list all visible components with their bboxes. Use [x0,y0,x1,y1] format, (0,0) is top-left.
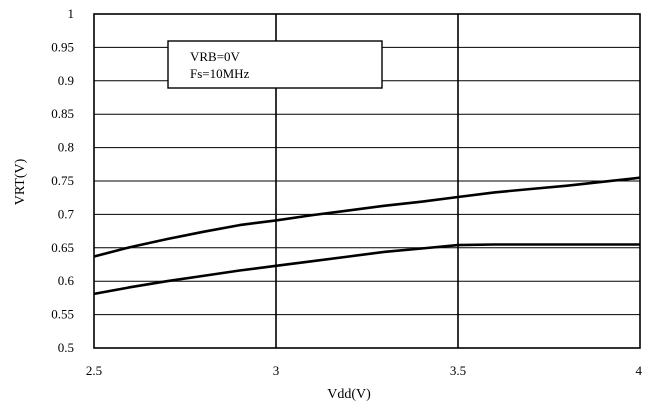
annotation-line-2: Fs=10MHz [190,66,250,81]
y-tick-label: 0.7 [58,206,75,221]
y-tick-labels: 0.5 0.55 0.6 0.65 0.7 0.75 0.8 0.85 0.9 0.95 1 [51,6,74,355]
y-tick-label: 1 [68,6,75,21]
x-tick-label: 2.5 [86,363,102,378]
x-axis-label: Vdd(V) [327,387,371,402]
x-tick-label: 3 [273,363,280,378]
y-tick-label: 0.65 [51,240,74,255]
y-tick-label: 0.5 [58,340,74,355]
annotation-line-1: VRB=0V [190,49,241,64]
x-tick-labels: 2.5 3 3.5 4 [86,363,643,378]
y-axis-label: VRT(V) [13,158,28,205]
series-line-1 [93,176,641,258]
y-tick-label: 0.75 [51,173,74,188]
y-tick-label: 0.95 [51,39,74,54]
annotation-box: VRB=0V Fs=10MHz [167,40,383,89]
x-tick-label: 3.5 [450,363,466,378]
annotation-frame [167,40,383,89]
y-tick-label: 0.8 [58,140,74,155]
x-tick-label: 4 [636,363,643,378]
series-group [93,176,641,296]
y-tick-label: 0.6 [58,273,75,288]
y-tick-label: 0.55 [51,307,74,322]
plot-frame [93,13,641,349]
y-tick-label: 0.9 [58,73,74,88]
series-line-2 [93,243,640,296]
y-tick-label: 0.85 [51,106,74,121]
